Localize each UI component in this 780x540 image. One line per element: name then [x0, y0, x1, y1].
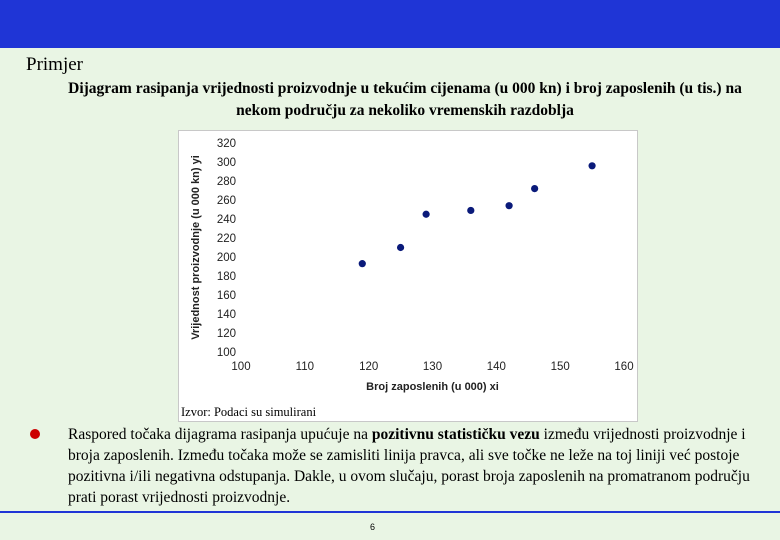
scatter-chart: 100 120 140 160 180 200 220 240 260 280 300 320 100 1…	[178, 130, 638, 422]
source-note: Izvor: Podaci su simulirani	[181, 405, 317, 419]
y-tick-label: 140	[217, 309, 236, 321]
data-point	[396, 243, 405, 252]
paragraph-emphasis: pozitivnu statističku vezu	[371, 426, 540, 443]
x-axis-label: Broj zaposlenih (u 000) xi	[366, 381, 499, 393]
paragraph-text-start: Raspored točaka dijagrama rasipanja upuć…	[68, 426, 372, 443]
x-tick-label: 100	[231, 361, 250, 373]
x-tick-label: 130	[423, 361, 442, 373]
y-tick-label: 100	[217, 347, 236, 359]
data-point	[531, 185, 539, 193]
y-tick-label: 160	[217, 290, 236, 302]
explanation-paragraph: Raspored točaka dijagrama rasipanja upuć…	[68, 424, 763, 508]
x-tick-label: 160	[614, 361, 633, 373]
paragraph-text-end: između vrijednosti proizvodnje i broja z…	[68, 426, 750, 506]
x-tick-label: 140	[487, 361, 506, 373]
y-tick-label: 240	[217, 214, 236, 226]
bottom-divider	[0, 511, 780, 513]
bullet-icon	[30, 429, 40, 439]
y-tick-label: 220	[217, 233, 236, 245]
y-tick-label: 200	[217, 252, 236, 264]
chart-caption: Dijagram rasipanja vrijednosti proizvodn…	[68, 80, 742, 119]
data-point	[505, 202, 513, 210]
y-tick-label: 180	[217, 271, 236, 283]
y-tick-label: 320	[217, 138, 236, 150]
data-point	[422, 210, 430, 218]
data-point	[467, 206, 475, 215]
y-tick-label: 120	[217, 328, 236, 340]
y-axis-label: Vrijednost proizvodnje (u 000 kn) yi	[190, 155, 202, 340]
top-bar	[0, 0, 780, 48]
slide-heading: Primjer	[26, 54, 83, 75]
y-tick-label: 300	[217, 157, 236, 169]
data-point	[358, 260, 366, 268]
chart-canvas: 100 120 140 160 180 200 220 240 260 280 300 320 100 1…	[190, 138, 634, 393]
data-point	[588, 162, 596, 170]
x-tick-label: 150	[551, 361, 570, 373]
y-tick-label: 280	[217, 176, 236, 188]
page-number: 6	[370, 522, 376, 532]
x-tick-label: 120	[359, 361, 378, 373]
y-tick-label: 260	[217, 195, 236, 207]
x-tick-label: 110	[296, 361, 314, 373]
